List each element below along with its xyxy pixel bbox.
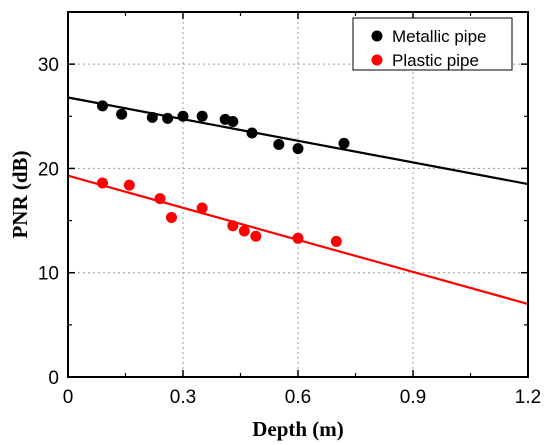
data-point (177, 110, 189, 122)
data-point (97, 100, 108, 112)
legend-label: Plastic pipe (392, 51, 479, 70)
y-tick-label: 20 (38, 159, 59, 180)
data-point (250, 230, 262, 242)
data-point (123, 179, 135, 191)
data-point (273, 138, 285, 150)
data-point (162, 112, 174, 124)
data-point (338, 137, 350, 149)
grid-lines (68, 12, 528, 377)
data-points (97, 100, 350, 247)
data-point (154, 193, 166, 205)
x-tick-label: 0.9 (400, 387, 426, 408)
data-point (227, 220, 239, 232)
axis-ticks (67, 11, 529, 378)
legend-label: Metallic pipe (392, 27, 487, 46)
data-point (246, 127, 258, 139)
data-point (166, 211, 177, 223)
legend-marker (371, 54, 383, 66)
x-tick-label: 0 (63, 387, 74, 408)
y-axis-label: PNR (dB) (8, 150, 32, 238)
fit-line (67, 96, 529, 186)
x-axis-label: Depth (m) (252, 417, 344, 441)
data-point (292, 232, 304, 244)
y-tick-label: 10 (38, 264, 59, 285)
data-point (292, 143, 304, 155)
data-point (330, 235, 342, 247)
y-tick-label: 30 (38, 55, 59, 76)
tick-labels: 0 0.3 0.6 0.9 1.2 0 10 20 30 (38, 55, 541, 408)
data-point (146, 111, 158, 123)
data-point (238, 225, 250, 237)
y-tick-label: 0 (48, 368, 59, 389)
legend-marker (371, 30, 383, 42)
data-point (196, 110, 208, 122)
x-tick-label: 0.3 (170, 387, 196, 408)
x-tick-label: 0.6 (285, 387, 311, 408)
x-tick-label: 1.2 (515, 387, 541, 408)
data-point (97, 177, 108, 189)
data-point (227, 116, 239, 127)
data-point (196, 202, 208, 214)
legend: Metallic pipe Plastic pipe (352, 17, 513, 71)
data-point (116, 108, 128, 120)
